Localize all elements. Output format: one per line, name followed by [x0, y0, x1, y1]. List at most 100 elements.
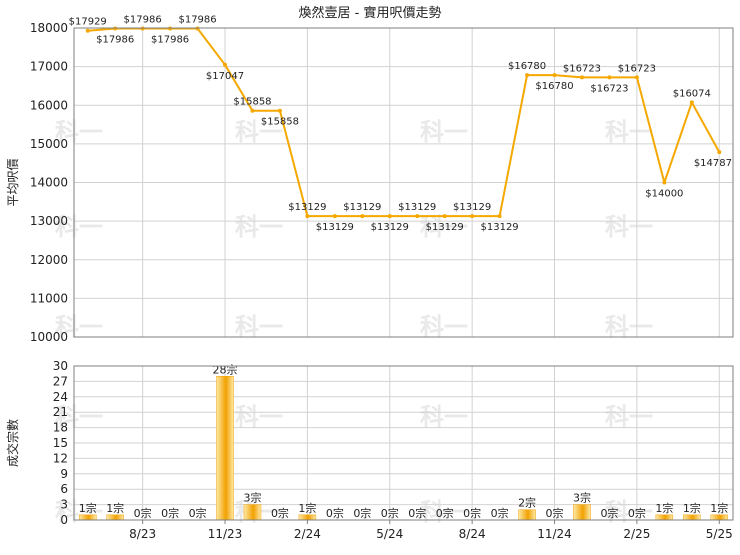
- volume-data-label: 0宗: [408, 506, 426, 520]
- watermark-text: 科一: [605, 403, 653, 431]
- volume-bar: [243, 504, 262, 521]
- watermark-text: 科一: [55, 313, 103, 341]
- price-point: [277, 108, 282, 113]
- watermark-text: 科一: [235, 403, 283, 431]
- volume-bar: [106, 514, 124, 521]
- price-point: [607, 75, 612, 80]
- price-point: [250, 108, 255, 113]
- volume-data-label: 1宗: [298, 501, 316, 515]
- volume-data-label: 0宗: [600, 506, 618, 520]
- price-data-label: $13129: [398, 202, 436, 213]
- price-data-label: $15858: [261, 117, 299, 128]
- price-data-label: $13129: [288, 202, 326, 213]
- price-point: [332, 214, 337, 219]
- xtick-label: 8/23: [129, 527, 156, 541]
- volume-ytick-label: 12: [53, 451, 68, 465]
- volume-data-label: 0宗: [628, 506, 646, 520]
- watermark-text: 科一: [605, 313, 653, 341]
- volume-ytick-label: 3: [60, 498, 68, 512]
- price-data-label: $17929: [69, 17, 107, 28]
- price-data-label: $17047: [206, 71, 244, 82]
- price-data-label: $14000: [645, 189, 683, 200]
- price-data-label: $13129: [316, 222, 354, 233]
- volume-data-label: 2宗: [518, 496, 536, 510]
- price-point: [552, 73, 557, 78]
- volume-bar: [78, 514, 97, 521]
- price-point: [305, 214, 310, 219]
- xtick-label: 2/24: [294, 527, 321, 541]
- volume-ytick-label: 30: [53, 359, 68, 373]
- price-point: [140, 26, 145, 31]
- volume-bar: [518, 509, 536, 521]
- watermark-text: 科一: [55, 118, 103, 146]
- volume-data-label: 0宗: [271, 506, 289, 520]
- watermark-text: 科一: [605, 213, 653, 241]
- volume-data-label: 0宗: [134, 506, 152, 520]
- price-data-label: $13129: [371, 222, 409, 233]
- volume-ytick-label: 24: [53, 390, 68, 404]
- volume-data-label: 1宗: [106, 501, 124, 515]
- volume-data-label: 0宗: [381, 506, 399, 520]
- chart-title: 煥然壹居 - 實用呎價走勢: [299, 5, 442, 21]
- xtick-label: 11/24: [537, 527, 572, 541]
- price-data-label: $17986: [151, 35, 189, 46]
- price-point: [634, 75, 639, 80]
- volume-ytick-label: 0: [60, 513, 68, 527]
- price-point: [689, 100, 694, 105]
- price-data-label: $13129: [481, 222, 519, 233]
- volume-data-label: 0宗: [463, 506, 481, 520]
- watermark-text: 科一: [420, 403, 468, 431]
- volume-bar: [216, 376, 234, 521]
- xtick-label: 8/24: [459, 527, 486, 541]
- price-data-label: $16723: [618, 63, 656, 74]
- volume-ytick-label: 9: [60, 467, 68, 481]
- price-point: [442, 214, 447, 219]
- watermark-text: 科一: [420, 313, 468, 341]
- volume-data-label: 0宗: [161, 506, 179, 520]
- price-point: [113, 26, 118, 31]
- volume-ylabel: 成交宗數: [5, 419, 20, 467]
- price-point: [470, 214, 475, 219]
- price-point: [525, 73, 530, 78]
- price-data-label: $16074: [673, 88, 711, 99]
- price-data-label: $16780: [535, 81, 573, 92]
- volume-bar: [298, 514, 317, 521]
- price-data-label: $17986: [96, 35, 134, 46]
- volume-ytick-label: 6: [60, 482, 68, 496]
- volume-ytick-label: 18: [53, 421, 68, 435]
- price-data-label: $16723: [590, 83, 628, 94]
- volume-bar: [683, 514, 701, 521]
- price-ytick-label: 18000: [30, 21, 68, 35]
- volume-data-label: 1宗: [655, 501, 673, 515]
- price-ytick-label: 12000: [30, 253, 68, 267]
- watermark-text: 科一: [235, 313, 283, 341]
- volume-data-label: 0宗: [189, 506, 207, 520]
- price-ytick-label: 14000: [30, 176, 68, 190]
- price-plot-frame: [73, 27, 734, 338]
- price-point: [168, 26, 173, 31]
- price-data-label: $13129: [453, 202, 491, 213]
- volume-data-label: 1宗: [79, 501, 97, 515]
- volume-data-label: 1宗: [710, 501, 728, 515]
- watermark-text: 科一: [605, 498, 653, 526]
- xtick-label: 11/23: [208, 527, 243, 541]
- price-point: [415, 214, 420, 219]
- volume-data-label: 28宗: [213, 362, 238, 376]
- watermark-text: 科一: [605, 118, 653, 146]
- price-point: [662, 180, 667, 185]
- volume-ytick-label: 27: [53, 374, 68, 388]
- price-data-label: $15858: [233, 97, 271, 108]
- price-data-label: $13129: [343, 202, 381, 213]
- xtick-label: 5/25: [706, 527, 733, 541]
- watermark-text: 科一: [55, 498, 103, 526]
- volume-bar: [710, 514, 729, 521]
- volume-data-label: 3宗: [573, 491, 591, 505]
- xtick-label: 5/24: [376, 527, 403, 541]
- xtick-label: 2/25: [623, 527, 650, 541]
- price-ytick-label: 16000: [30, 98, 68, 112]
- price-ylabel: 平均呎價: [6, 158, 20, 206]
- price-data-label: $17986: [124, 15, 162, 26]
- watermark-text: 科一: [55, 213, 103, 241]
- price-data-label: $17986: [178, 15, 216, 26]
